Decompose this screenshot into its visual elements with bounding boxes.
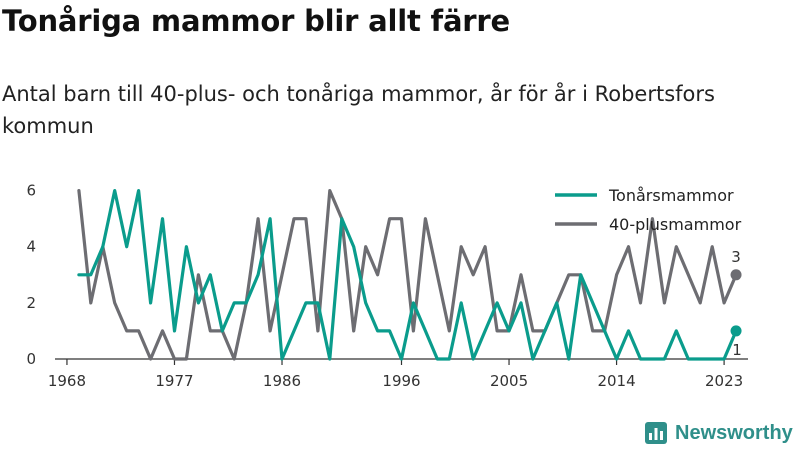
brand-logo: Newsworthy [645,418,793,448]
y-tick-label: 6 [26,182,36,200]
teen-series-line [77,189,738,361]
bar-chart-icon [645,422,667,444]
x-tick-label: 1996 [382,372,420,390]
y-tick-label: 4 [26,238,36,256]
x-tick-label: 2023 [705,372,743,390]
x-tick-label: 1986 [263,372,301,390]
teen-end-point [730,325,742,337]
chart-subtitle: Antal barn till 40-plus- och tonåriga ma… [2,82,715,138]
brand-name: Newsworthy [675,421,793,444]
forty-end-point [730,269,742,281]
y-tick-label: 2 [26,294,36,312]
chart-title: Tonåriga mammor blir allt färre [2,4,510,38]
y-tick-label: 0 [26,350,36,368]
legend-forty-label: 40-plusmammor [609,215,742,234]
teen-end-label: 1 [732,341,742,359]
x-tick-label: 2005 [490,372,528,390]
x-tick-label: 2014 [597,372,635,390]
forty-end-label: 3 [731,248,741,266]
x-tick-label: 1968 [48,372,86,390]
x-tick-label: 1977 [155,372,193,390]
legend-teen-label: Tonårsmammor [608,186,734,205]
forty-series-line [77,189,738,361]
